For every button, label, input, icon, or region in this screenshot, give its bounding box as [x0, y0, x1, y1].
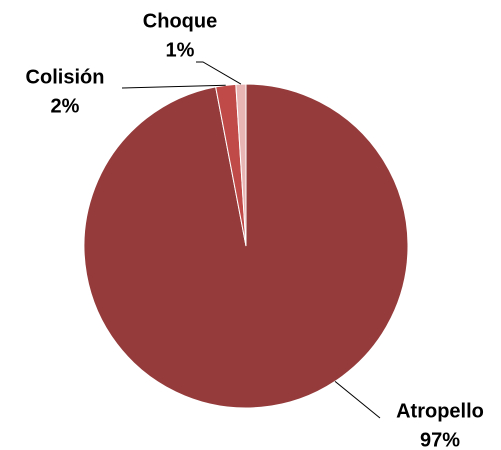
slice-label: Choque [143, 10, 217, 32]
slice-value-label: 97% [420, 429, 460, 450]
slice-value-label: 2% [51, 95, 80, 117]
slice-label: Atropello [396, 400, 484, 422]
leader-line [334, 380, 381, 419]
leader-line [196, 61, 242, 85]
slice-label: Colisión [26, 66, 105, 88]
pie-slice [235, 83, 247, 247]
slice-value-label: 1% [166, 39, 195, 61]
leader-line [121, 84, 226, 89]
